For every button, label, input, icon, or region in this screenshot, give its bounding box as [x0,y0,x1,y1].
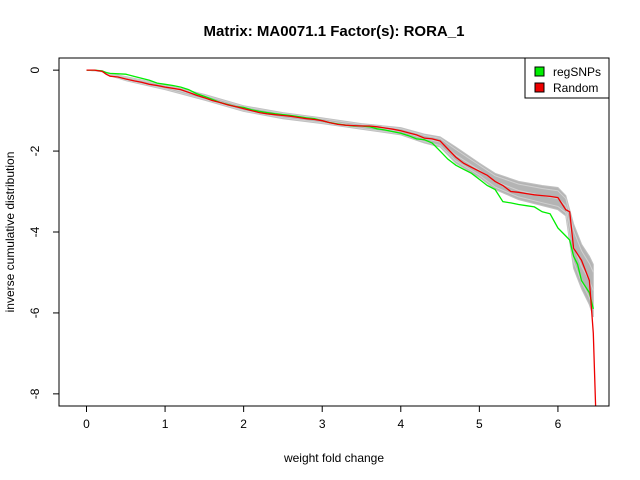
x-tick-label: 1 [162,417,169,431]
axes-layer: 0 1 2 3 4 5 6 0 -2 -4 -6 -8 [28,57,610,431]
x-tick-label: 0 [83,417,90,431]
y-tick-label: -4 [28,226,42,237]
series-layer [86,69,597,406]
legend-label-random: Random [553,81,598,95]
chart-title: Matrix: MA0071.1 Factor(s): RORA_1 [204,23,465,40]
random-sample-line [86,69,594,273]
y-axis-label: inverse cumulative distribution [3,152,17,313]
x-tick-label: 4 [397,417,404,431]
y-tick-label: 0 [28,66,42,73]
legend-label-regsnps: regSNPs [553,65,601,79]
series-line-random [86,69,597,406]
y-tick-label: -6 [28,307,42,318]
legend-swatch-regsnps [534,66,545,77]
y-tick-label: -8 [28,388,42,399]
x-tick-label: 2 [240,417,247,431]
x-tick-label: 5 [476,417,483,431]
x-tick-label: 3 [319,417,326,431]
legend-swatch-random [534,82,545,93]
legend: regSNPs Random [524,57,610,99]
x-tick-label: 6 [555,417,562,431]
x-axis-label: weight fold change [283,451,384,465]
y-tick-label: -2 [28,145,42,156]
